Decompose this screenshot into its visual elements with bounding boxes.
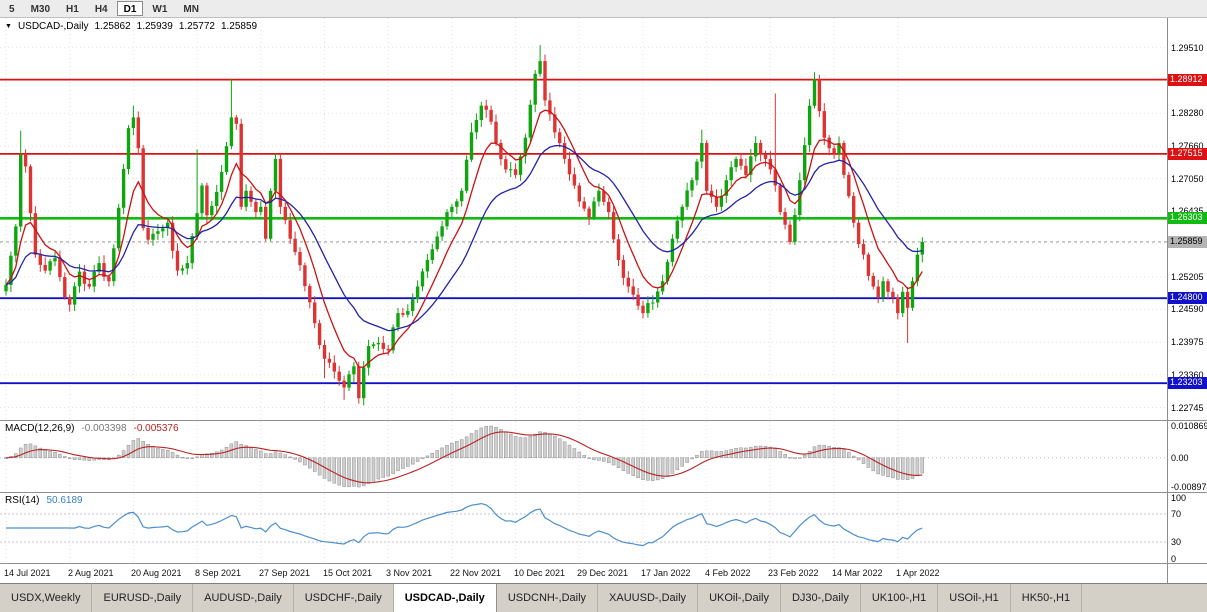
ma-slow-line xyxy=(5,144,923,332)
price-tick-label: 1.23975 xyxy=(1171,337,1204,347)
price-tick-label: 1.25205 xyxy=(1171,272,1204,282)
rsi-value: 50.6189 xyxy=(46,495,83,506)
price-tick-label: 1.23360 xyxy=(1171,370,1204,380)
macd-scale-label: -0.008974 xyxy=(1171,482,1207,492)
chart-tab-usdcnh-daily[interactable]: USDCNH-,Daily xyxy=(497,584,599,612)
date-label: 22 Nov 2021 xyxy=(450,568,502,578)
macd-signal-value: -0.005376 xyxy=(133,423,179,434)
scale-corner xyxy=(1167,564,1207,583)
date-label: 27 Sep 2021 xyxy=(259,568,311,578)
chart-tabs-bar: USDX,Weekly EURUSD-,Daily AUDUSD-,Daily USD… xyxy=(0,583,1207,612)
date-label: 20 Aug 2021 xyxy=(131,568,182,578)
chart-tab-eurusd-daily[interactable]: EURUSD-,Daily xyxy=(92,584,194,612)
rsi-scale[interactable]: 100 70 30 0 xyxy=(1167,493,1207,563)
price-chart-row: ▼ USDCAD-,Daily 1.25862 1.25939 1.25772 … xyxy=(0,18,1207,420)
macd-signal-line xyxy=(5,431,923,484)
timeframe-button-mn[interactable]: MN xyxy=(183,4,199,15)
date-label: 29 Dec 2021 xyxy=(577,568,629,578)
rsi-scale-label: 0 xyxy=(1171,554,1177,563)
chart-tab-ukoil-daily[interactable]: UKOil-,Daily xyxy=(698,584,781,612)
timeframe-button-h4[interactable]: H4 xyxy=(94,4,108,15)
rsi-scale-label: 30 xyxy=(1171,537,1182,547)
date-label: 4 Feb 2022 xyxy=(705,568,751,578)
collapse-arrow-icon[interactable]: ▼ xyxy=(5,23,12,30)
price-level-badge: 1.23203 xyxy=(1168,377,1207,389)
macd-row: MACD(12,26,9) -0.003398 -0.005376 0.0108… xyxy=(0,420,1207,492)
chart-tab-usoil-h1[interactable]: USOil-,H1 xyxy=(938,584,1011,612)
date-label: 14 Mar 2022 xyxy=(832,568,883,578)
current-price-badge: 1.25859 xyxy=(1168,236,1207,248)
time-scale-row: 14 Jul 2021 2 Aug 2021 20 Aug 2021 8 Sep 20… xyxy=(0,563,1207,583)
timeframe-button-5[interactable]: 5 xyxy=(9,4,15,15)
timeframe-toolbar: 5 M30 H1 H4 D1 W1 MN xyxy=(0,0,1207,18)
date-label: 14 Jul 2021 xyxy=(4,568,51,578)
candlestick-chart[interactable]: ▼ USDCAD-,Daily 1.25862 1.25939 1.25772 … xyxy=(0,18,1167,420)
macd-scale-label: 0.00 xyxy=(1171,453,1189,463)
rsi-canvas[interactable] xyxy=(0,493,1167,563)
price-level-badge: 1.26303 xyxy=(1168,212,1207,224)
rsi-line xyxy=(6,502,923,547)
chart-tab-uk100-h1[interactable]: UK100-,H1 xyxy=(861,584,939,612)
price-chart-canvas[interactable] xyxy=(0,18,1167,420)
chart-tab-usdx-weekly[interactable]: USDX,Weekly xyxy=(0,584,93,612)
date-label: 23 Feb 2022 xyxy=(768,568,819,578)
chart-tab-usdchf-daily[interactable]: USDCHF-,Daily xyxy=(294,584,394,612)
timeframe-button-w1[interactable]: W1 xyxy=(152,4,168,15)
quote-low: 1.25772 xyxy=(178,21,215,32)
time-scale[interactable]: 14 Jul 2021 2 Aug 2021 20 Aug 2021 8 Sep 20… xyxy=(0,564,1167,583)
ma-fast-line xyxy=(5,109,923,368)
price-tick-label: 1.24590 xyxy=(1171,304,1204,314)
rsi-scale-label: 70 xyxy=(1171,509,1182,519)
symbol-title: USDCAD-,Daily xyxy=(17,21,89,32)
macd-label: MACD(12,26,9) -0.003398 -0.005376 xyxy=(5,423,179,434)
quote-high: 1.25939 xyxy=(136,21,173,32)
price-tick-label: 1.28280 xyxy=(1171,108,1204,118)
chart-tab-xauusd-daily[interactable]: XAUUSD-,Daily xyxy=(598,584,699,612)
price-scale[interactable]: 1.29510 1.28280 1.27660 1.27050 1.26435 1.258… xyxy=(1167,18,1207,420)
macd-panel[interactable]: MACD(12,26,9) -0.003398 -0.005376 xyxy=(0,421,1167,492)
timeframe-button-h1[interactable]: H1 xyxy=(66,4,79,15)
rsi-panel[interactable]: RSI(14) 50.6189 xyxy=(0,493,1167,563)
chart-title-ohlc: ▼ USDCAD-,Daily 1.25862 1.25939 1.25772 … xyxy=(5,21,257,32)
price-tick-label: 1.29510 xyxy=(1171,43,1204,53)
price-tick-label: 1.22745 xyxy=(1171,403,1204,413)
chart-tab-dj30-daily[interactable]: DJ30-,Daily xyxy=(781,584,861,612)
chart-tab-usdcad-daily[interactable]: USDCAD-,Daily xyxy=(393,584,497,612)
rsi-scale-label: 100 xyxy=(1171,493,1187,503)
quote-close: 1.25859 xyxy=(220,21,258,32)
date-label: 17 Jan 2022 xyxy=(641,568,691,578)
date-label: 15 Oct 2021 xyxy=(323,568,373,578)
quote-open: 1.25862 xyxy=(94,21,131,32)
chart-tab-hk50-h1[interactable]: HK50-,H1 xyxy=(1011,584,1083,612)
price-level-badge: 1.28912 xyxy=(1168,74,1207,86)
price-tick-label: 1.26435 xyxy=(1171,206,1204,216)
timeframe-button-d1[interactable]: D1 xyxy=(116,1,144,16)
date-label: 2 Aug 2021 xyxy=(68,568,114,578)
price-tick-label: 1.27050 xyxy=(1171,174,1204,184)
macd-histogram xyxy=(4,425,925,488)
date-label: 3 Nov 2021 xyxy=(386,568,433,578)
price-tick-label: 1.27660 xyxy=(1171,141,1204,151)
price-level-badge: 1.24800 xyxy=(1168,292,1207,304)
date-label: 8 Sep 2021 xyxy=(195,568,242,578)
macd-canvas[interactable] xyxy=(0,421,1167,492)
candles xyxy=(4,45,924,406)
date-label: 1 Apr 2022 xyxy=(896,568,940,578)
price-level-badge: 1.27515 xyxy=(1168,148,1207,160)
chart-tab-audusd-daily[interactable]: AUDUSD-,Daily xyxy=(193,584,294,612)
macd-scale[interactable]: 0.010869 0.00 -0.008974 xyxy=(1167,421,1207,492)
timeframe-button-m30[interactable]: M30 xyxy=(30,4,51,15)
rsi-label: RSI(14) 50.6189 xyxy=(5,495,83,506)
rsi-row: RSI(14) 50.6189 100 70 30 0 xyxy=(0,492,1207,563)
date-label: 10 Dec 2021 xyxy=(514,568,566,578)
macd-value: -0.003398 xyxy=(81,423,127,434)
macd-scale-label: 0.010869 xyxy=(1171,421,1207,431)
rsi-name: RSI(14) xyxy=(5,495,40,506)
macd-name: MACD(12,26,9) xyxy=(5,423,75,434)
